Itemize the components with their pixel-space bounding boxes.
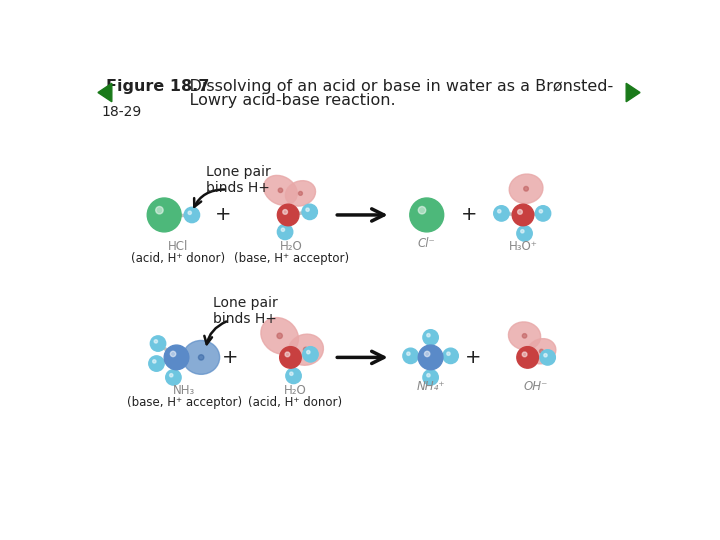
- Circle shape: [423, 330, 438, 345]
- Text: NH₃: NH₃: [173, 383, 195, 396]
- Circle shape: [277, 333, 282, 339]
- Circle shape: [303, 347, 308, 352]
- Circle shape: [517, 347, 539, 368]
- Circle shape: [307, 350, 310, 354]
- Text: +: +: [222, 348, 238, 367]
- Circle shape: [171, 351, 176, 356]
- Text: (acid, H⁺ donor): (acid, H⁺ donor): [248, 396, 342, 409]
- Circle shape: [277, 224, 293, 240]
- Circle shape: [150, 336, 166, 351]
- Circle shape: [166, 370, 181, 385]
- Circle shape: [423, 370, 438, 385]
- Circle shape: [403, 348, 418, 363]
- Circle shape: [164, 345, 189, 370]
- Ellipse shape: [264, 176, 297, 205]
- Circle shape: [544, 354, 547, 357]
- Circle shape: [539, 210, 543, 213]
- Text: Lone pair
binds H+: Lone pair binds H+: [213, 296, 278, 326]
- Circle shape: [282, 228, 284, 232]
- Circle shape: [188, 211, 192, 214]
- Text: OH⁻: OH⁻: [523, 381, 547, 394]
- Text: H₃O⁺: H₃O⁺: [508, 240, 537, 253]
- Circle shape: [170, 374, 173, 377]
- Text: Figure 18.7: Figure 18.7: [106, 79, 209, 93]
- Circle shape: [425, 351, 430, 356]
- Circle shape: [279, 347, 301, 368]
- Circle shape: [498, 210, 501, 213]
- Polygon shape: [98, 83, 112, 102]
- Circle shape: [427, 334, 430, 337]
- Ellipse shape: [285, 181, 315, 206]
- Circle shape: [522, 334, 527, 338]
- Circle shape: [517, 226, 532, 241]
- Ellipse shape: [527, 339, 556, 364]
- Circle shape: [539, 349, 544, 353]
- Circle shape: [199, 355, 204, 360]
- Circle shape: [286, 368, 301, 383]
- Text: (base, H⁺ acceptor): (base, H⁺ acceptor): [127, 396, 242, 409]
- Text: HCl: HCl: [168, 240, 188, 253]
- Circle shape: [540, 350, 555, 365]
- Circle shape: [427, 374, 430, 377]
- Circle shape: [303, 347, 318, 362]
- Circle shape: [518, 210, 522, 214]
- Circle shape: [443, 348, 459, 363]
- Circle shape: [278, 188, 283, 193]
- Circle shape: [299, 191, 302, 195]
- Text: +: +: [461, 205, 477, 225]
- Ellipse shape: [288, 334, 323, 365]
- Circle shape: [447, 352, 450, 355]
- Text: Dissolving of an acid or base in water as a Brønsted-: Dissolving of an acid or base in water a…: [168, 79, 613, 93]
- Circle shape: [302, 204, 318, 220]
- Circle shape: [494, 206, 509, 221]
- Ellipse shape: [509, 174, 543, 204]
- Polygon shape: [626, 83, 640, 102]
- Text: H₂O: H₂O: [284, 383, 307, 396]
- Circle shape: [522, 352, 527, 357]
- Text: +: +: [215, 205, 231, 225]
- Circle shape: [535, 206, 551, 221]
- Text: Cl⁻: Cl⁻: [418, 237, 436, 249]
- Circle shape: [149, 356, 164, 372]
- Circle shape: [156, 206, 163, 214]
- Text: H₂O: H₂O: [280, 240, 302, 253]
- Circle shape: [410, 198, 444, 232]
- Circle shape: [418, 345, 443, 370]
- Text: (base, H⁺ acceptor): (base, H⁺ acceptor): [234, 252, 348, 265]
- Circle shape: [148, 198, 181, 232]
- Circle shape: [153, 360, 156, 363]
- Text: +: +: [464, 348, 481, 367]
- Text: 18-29: 18-29: [101, 105, 141, 119]
- Ellipse shape: [261, 318, 299, 354]
- Circle shape: [418, 206, 426, 214]
- Text: Lowry acid-base reaction.: Lowry acid-base reaction.: [168, 92, 395, 107]
- Circle shape: [289, 372, 293, 375]
- Circle shape: [306, 208, 310, 211]
- Text: NH₄⁺: NH₄⁺: [416, 381, 445, 394]
- Ellipse shape: [183, 340, 220, 374]
- Circle shape: [283, 210, 287, 214]
- Circle shape: [512, 204, 534, 226]
- Circle shape: [407, 352, 410, 355]
- Circle shape: [523, 186, 528, 191]
- Circle shape: [184, 207, 199, 222]
- Circle shape: [277, 204, 299, 226]
- Text: (acid, H⁺ donor): (acid, H⁺ donor): [131, 252, 225, 265]
- Circle shape: [285, 352, 290, 357]
- Circle shape: [521, 230, 524, 233]
- Circle shape: [154, 340, 158, 343]
- Text: Lone pair
binds H+: Lone pair binds H+: [206, 165, 271, 195]
- Ellipse shape: [508, 322, 541, 350]
